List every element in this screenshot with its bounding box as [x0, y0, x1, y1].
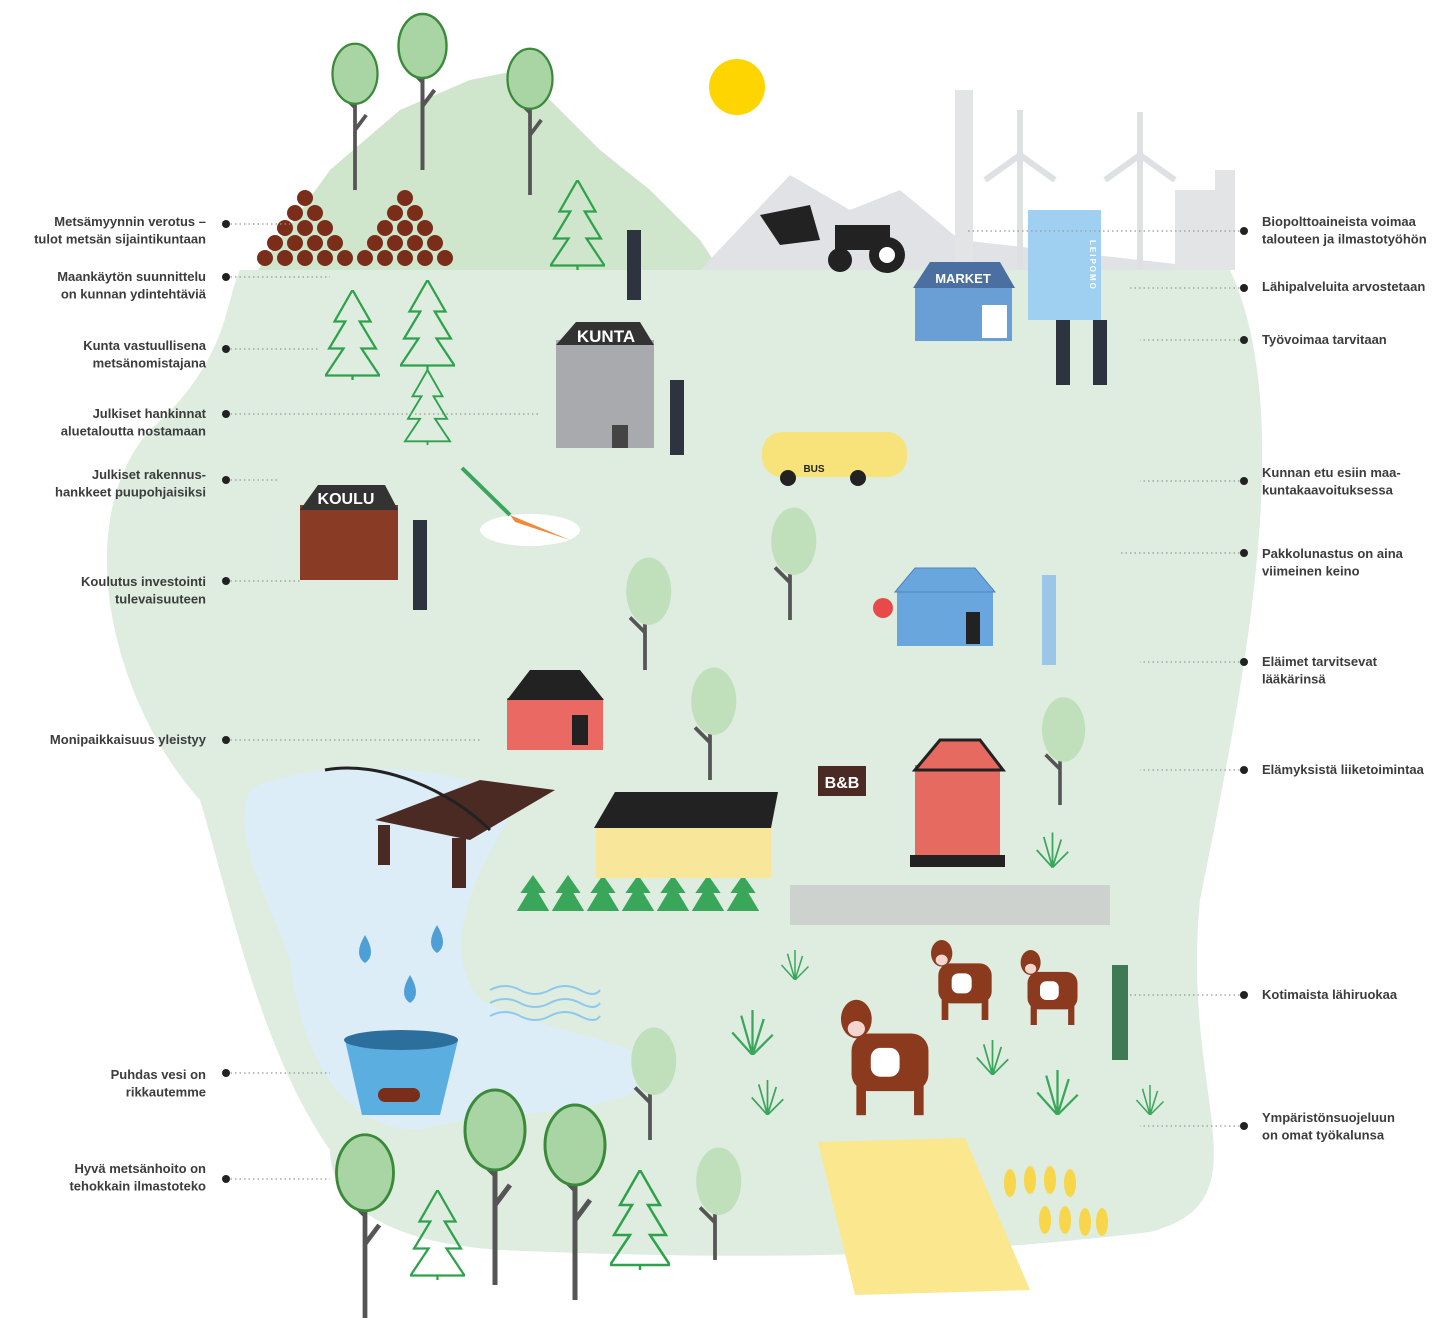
- sign-bus: BUS: [803, 464, 824, 475]
- label: Eläimet tarvitsevat lääkärinsä: [1262, 654, 1378, 687]
- label-dot: [222, 345, 230, 353]
- label-line: Monipaikkaisuus yleistyy: [50, 732, 207, 747]
- label-dot: [1240, 658, 1248, 666]
- label-line: Maankäytön suunnittelu: [57, 269, 206, 284]
- label-line: Julkiset hankinnat: [93, 406, 207, 421]
- label: Puhdas vesi on rikkautemme: [111, 1067, 206, 1100]
- label-dot: [222, 1069, 230, 1077]
- label: Monipaikkaisuus yleistyy: [50, 732, 207, 747]
- label-dot: [222, 220, 230, 228]
- label: Pakkolunastus on aina viimeinen keino: [1262, 546, 1404, 579]
- label-line: Elämyksistä liiketoimintaa: [1262, 762, 1425, 777]
- label-line: aluetaloutta nostamaan: [61, 424, 206, 439]
- label-line: Koulutus investointi: [81, 574, 206, 589]
- label-dot: [1240, 336, 1248, 344]
- label: Kotimaista lähiruokaa: [1262, 987, 1398, 1002]
- mountains: [258, 70, 720, 270]
- bucket: [344, 1030, 458, 1115]
- label: Kunta vastuullisena metsänomistajana: [83, 338, 207, 371]
- label-line: on kunnan ydintehtäviä: [61, 287, 207, 302]
- label-line: Julkiset rakennus-: [92, 467, 206, 482]
- label-line: hankkeet puupohjaisiksi: [55, 485, 206, 500]
- label-line: Metsämyynnin verotus –: [54, 214, 206, 229]
- label: Työvoimaa tarvitaan: [1262, 332, 1387, 347]
- label: Ympäristönsuojeluun on omat työkalunsa: [1262, 1110, 1395, 1143]
- label-line: rikkautemme: [126, 1085, 206, 1100]
- label-line: Kotimaista lähiruokaa: [1262, 987, 1398, 1002]
- land: [107, 270, 1262, 1256]
- label-line: viimeinen keino: [1262, 564, 1360, 579]
- sign-kunta: KUNTA: [577, 327, 635, 346]
- label-line: Lähipalveluita arvostetaan: [1262, 279, 1425, 294]
- label-line: Työvoimaa tarvitaan: [1262, 332, 1387, 347]
- red-cottage: [507, 670, 604, 750]
- label-dot: [222, 577, 230, 585]
- label-line: Kunnan etu esiin maa-: [1262, 465, 1401, 480]
- label-dot: [1240, 227, 1248, 235]
- fence: [790, 885, 1110, 925]
- label-dot: [1240, 1122, 1248, 1130]
- label: Hyvä metsänhoito on tehokkain ilmastoteko: [69, 1161, 206, 1194]
- label: Metsämyynnin verotus – tulot metsän sijai…: [34, 214, 206, 247]
- label-line: Kunta vastuullisena: [83, 338, 207, 353]
- label-dot: [222, 273, 230, 281]
- illustration: [107, 14, 1262, 1318]
- label-line: Hyvä metsänhoito on: [75, 1161, 207, 1176]
- label-line: Eläimet tarvitsevat: [1262, 654, 1378, 669]
- label-line: talouteen ja ilmastotyöhön: [1262, 232, 1427, 247]
- label-dot: [1240, 549, 1248, 557]
- label-dot: [222, 736, 230, 744]
- label-line: tulevaisuuteen: [115, 592, 206, 607]
- label-line: Pakkolunastus on aina: [1262, 546, 1404, 561]
- label-dot: [1240, 991, 1248, 999]
- label-line: Puhdas vesi on: [111, 1067, 206, 1082]
- label-dot: [1240, 766, 1248, 774]
- label-line: tulot metsän sijaintikuntaan: [34, 232, 206, 247]
- label-line: Ympäristönsuojeluun: [1262, 1110, 1395, 1125]
- label-line: lääkärinsä: [1262, 672, 1326, 687]
- sign-bnb: B&B: [825, 775, 860, 792]
- label-dot: [1240, 284, 1248, 292]
- label-dot: [222, 410, 230, 418]
- label-dot: [1240, 477, 1248, 485]
- label-line: tehokkain ilmastoteko: [69, 1179, 206, 1194]
- label: Kunnan etu esiin maa-kuntakaavoituksessa: [1262, 465, 1401, 498]
- sign-koulu: KOULU: [318, 491, 375, 508]
- barn: [594, 792, 778, 878]
- label: Biopolttoaineista voimaa talouteen ja ilm…: [1262, 214, 1427, 247]
- sun: [709, 59, 765, 115]
- label-line: metsänomistajana: [93, 356, 207, 371]
- label: Lähipalveluita arvostetaan: [1262, 279, 1425, 294]
- label: Elämyksistä liiketoimintaa: [1262, 762, 1425, 777]
- infographic: KUNTA KOULU MARKET BUS B&B LEIPOMO Metsä…: [0, 0, 1452, 1318]
- label-line: kuntakaavoituksessa: [1262, 483, 1394, 498]
- label-dot: [222, 476, 230, 484]
- label-dot: [222, 1175, 230, 1183]
- label-line: Biopolttoaineista voimaa: [1262, 214, 1417, 229]
- sign-leipomo: LEIPOMO: [1088, 240, 1097, 291]
- label-line: on omat työkalunsa: [1262, 1128, 1385, 1143]
- sign-market: MARKET: [935, 271, 991, 286]
- label: Maankäytön suunnittelu on kunnan ydinteht…: [57, 269, 207, 302]
